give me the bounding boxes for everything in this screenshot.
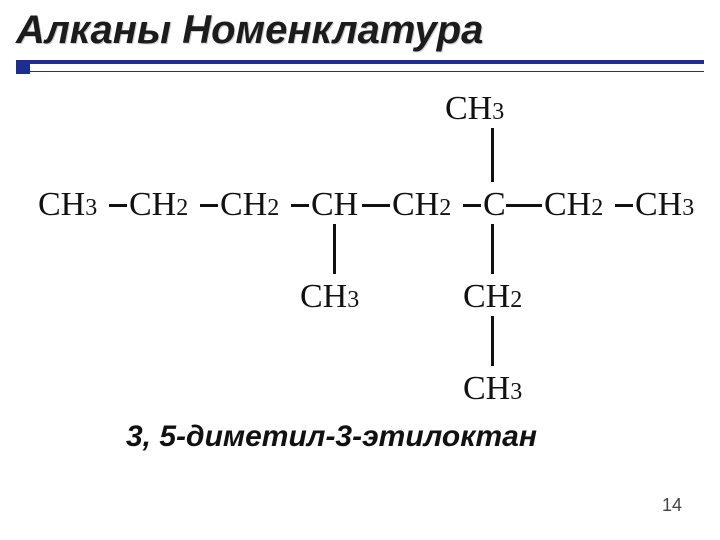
group-base: CH (311, 186, 358, 223)
group-subscript: 3 (492, 99, 504, 125)
hbond-1 (200, 204, 218, 207)
page-number: 14 (662, 495, 682, 516)
group-c4_sub_ch3: CH3 (300, 280, 359, 314)
group-subscript: 2 (439, 195, 451, 221)
hbond-4 (463, 204, 481, 207)
group-c6_sub_ch2: CH2 (463, 280, 522, 314)
vbond-0 (491, 128, 494, 182)
group-base: C (483, 186, 506, 223)
hbond-3 (362, 204, 390, 207)
group-base: CH (300, 278, 347, 315)
vbond-3 (491, 316, 494, 366)
group-base: CH (635, 186, 682, 223)
vbond-1 (333, 224, 336, 274)
group-subscript: 2 (510, 287, 522, 313)
hbond-2 (291, 204, 309, 207)
hbond-6 (615, 204, 633, 207)
group-top_ch3: CH3 (445, 92, 504, 126)
hbond-0 (109, 204, 127, 207)
group-subscript: 2 (267, 195, 279, 221)
group-c6_sub_ch3: CH3 (463, 372, 522, 406)
group-base: CH (220, 186, 267, 223)
group-c3: CH2 (220, 188, 279, 222)
group-base: CH (544, 186, 591, 223)
group-c8: CH3 (635, 188, 694, 222)
group-c2: CH2 (129, 188, 188, 222)
group-subscript: 3 (682, 195, 694, 221)
group-subscript: 3 (510, 379, 522, 405)
compound-name: 3, 5-диметил-3-этилоктан (126, 420, 537, 454)
group-base: CH (445, 90, 492, 127)
group-base: CH (129, 186, 176, 223)
vbond-2 (491, 224, 494, 274)
group-base: CH (463, 278, 510, 315)
group-c7: CH2 (544, 188, 603, 222)
group-subscript: 3 (85, 195, 97, 221)
group-base: CH (463, 370, 510, 407)
hbond-5 (506, 204, 542, 207)
group-c6: C (483, 188, 506, 222)
group-base: CH (38, 186, 85, 223)
structural-formula: CH3CH3CH2CH2CHCH2CCH2CH3CH3CH2CH3 (0, 0, 720, 540)
group-subscript: 2 (591, 195, 603, 221)
group-c1: CH3 (38, 188, 97, 222)
group-subscript: 2 (176, 195, 188, 221)
group-base: CH (392, 186, 439, 223)
group-c4: CH (311, 188, 358, 222)
group-subscript: 3 (347, 287, 359, 313)
group-c5: CH2 (392, 188, 451, 222)
